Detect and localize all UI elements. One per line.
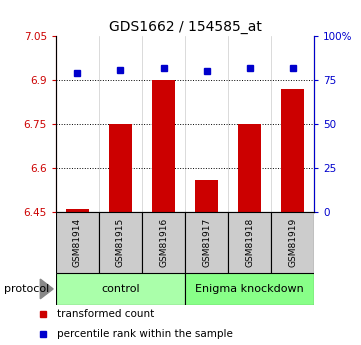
Polygon shape [40,279,53,299]
Bar [185,273,314,305]
Title: GDS1662 / 154585_at: GDS1662 / 154585_at [109,20,261,34]
Bar [56,212,99,273]
Text: protocol: protocol [4,284,49,294]
Text: GSM81917: GSM81917 [202,218,211,267]
Bar [152,80,175,212]
Bar [228,212,271,273]
Text: Enigma knockdown: Enigma knockdown [195,284,304,294]
Bar [195,180,218,212]
Text: GSM81915: GSM81915 [116,218,125,267]
Bar [109,124,132,212]
Bar [281,89,304,212]
Bar [56,273,185,305]
Bar [66,209,89,212]
Bar [185,212,228,273]
Bar [238,124,261,212]
Text: GSM81918: GSM81918 [245,218,254,267]
Bar [271,212,314,273]
Text: percentile rank within the sample: percentile rank within the sample [57,329,233,339]
Text: GSM81919: GSM81919 [288,218,297,267]
Text: control: control [101,284,140,294]
Bar [142,212,185,273]
Text: GSM81914: GSM81914 [73,218,82,267]
Bar [99,212,142,273]
Text: transformed count: transformed count [57,309,155,319]
Text: GSM81916: GSM81916 [159,218,168,267]
